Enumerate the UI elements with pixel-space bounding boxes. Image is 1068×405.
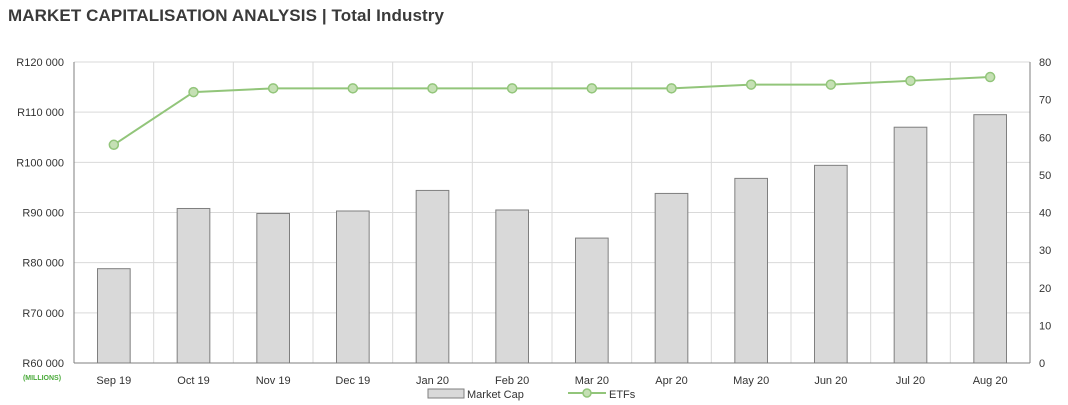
y-right-tick-label: 70	[1039, 95, 1051, 107]
etf-point	[347, 83, 359, 94]
etf-point	[586, 83, 598, 94]
bar-market-cap	[256, 213, 290, 364]
etf-point	[427, 83, 438, 94]
x-tick-label: Aug 20	[973, 375, 1008, 387]
y-left-tick-label: R80 000	[22, 258, 64, 270]
x-tick-label: Feb 20	[495, 375, 529, 387]
y-right-tick-label: 80	[1039, 57, 1051, 69]
bar-market-cap	[814, 164, 848, 364]
legend-label-etfs: ETFs	[609, 389, 636, 401]
y-right-tick-label: 40	[1039, 208, 1051, 220]
x-tick-label: Apr 20	[655, 375, 687, 387]
bar-market-cap	[97, 268, 131, 364]
axes	[73, 62, 1031, 364]
bar-market-cap	[495, 209, 529, 364]
etf-line	[108, 71, 996, 151]
y-right-tick-label: 30	[1039, 245, 1051, 257]
etf-point	[905, 75, 916, 87]
x-tick-label: Jan 20	[416, 375, 449, 387]
etf-point	[825, 79, 837, 90]
y-left-unit-label: (MILLIONS)	[23, 375, 61, 382]
bar-market-cap	[176, 207, 211, 364]
bar-market-cap	[973, 114, 1007, 364]
y-left-tick-label: R120 000	[16, 57, 64, 69]
x-tick-label: Jul 20	[896, 375, 925, 387]
x-tick-label: Jun 20	[814, 375, 847, 387]
grid	[73, 61, 1031, 364]
y-left-tick-label: R110 000	[17, 107, 64, 119]
etf-point	[267, 83, 279, 94]
etf-point	[506, 83, 518, 94]
y-right-tick-label: 10	[1039, 320, 1051, 332]
legend-marker-etfs	[582, 388, 592, 398]
x-tick-label: Nov 19	[256, 375, 291, 387]
x-tick-label: Oct 19	[177, 375, 209, 387]
chart-title: MARKET CAPITALISATION ANALYSIS | Total I…	[8, 6, 445, 25]
etf-point	[108, 139, 120, 151]
bars	[97, 114, 1007, 364]
x-tick-label: Sep 19	[96, 375, 131, 387]
y-right-tick-label: 50	[1039, 170, 1051, 182]
legend-label-market-cap: Market Cap	[467, 389, 524, 401]
y-right-tick-label: 0	[1039, 358, 1045, 370]
y-left-tick-label: R60 000	[22, 358, 64, 370]
etf-point	[984, 71, 996, 83]
y-right-tick-label: 20	[1039, 283, 1051, 295]
y-left-tick-label: R70 000	[22, 308, 64, 320]
x-tick-label: Dec 19	[335, 375, 370, 387]
bar-market-cap	[336, 210, 370, 364]
bar-market-cap	[734, 177, 768, 364]
x-tick-label: May 20	[733, 375, 769, 387]
bar-market-cap	[654, 192, 689, 364]
etf-point	[188, 86, 199, 98]
etf-point	[666, 83, 677, 94]
labels: R60 000 R70 000 R80 000 R90 000 R100 000 R110…	[16, 57, 1051, 387]
etf-series-line	[113, 76, 991, 146]
bar-market-cap	[575, 237, 609, 364]
bar-market-cap	[893, 126, 928, 364]
x-tick-label: Mar 20	[575, 375, 609, 387]
y-left-tick-label: R90 000	[22, 208, 64, 220]
y-right-tick-label: 60	[1039, 132, 1051, 144]
legend-swatch-market-cap	[427, 388, 465, 399]
legend: Market Cap ETFs	[427, 388, 636, 401]
etf-point	[745, 79, 757, 90]
bar-market-cap	[415, 189, 450, 364]
y-left-tick-label: R100 000	[16, 157, 64, 169]
